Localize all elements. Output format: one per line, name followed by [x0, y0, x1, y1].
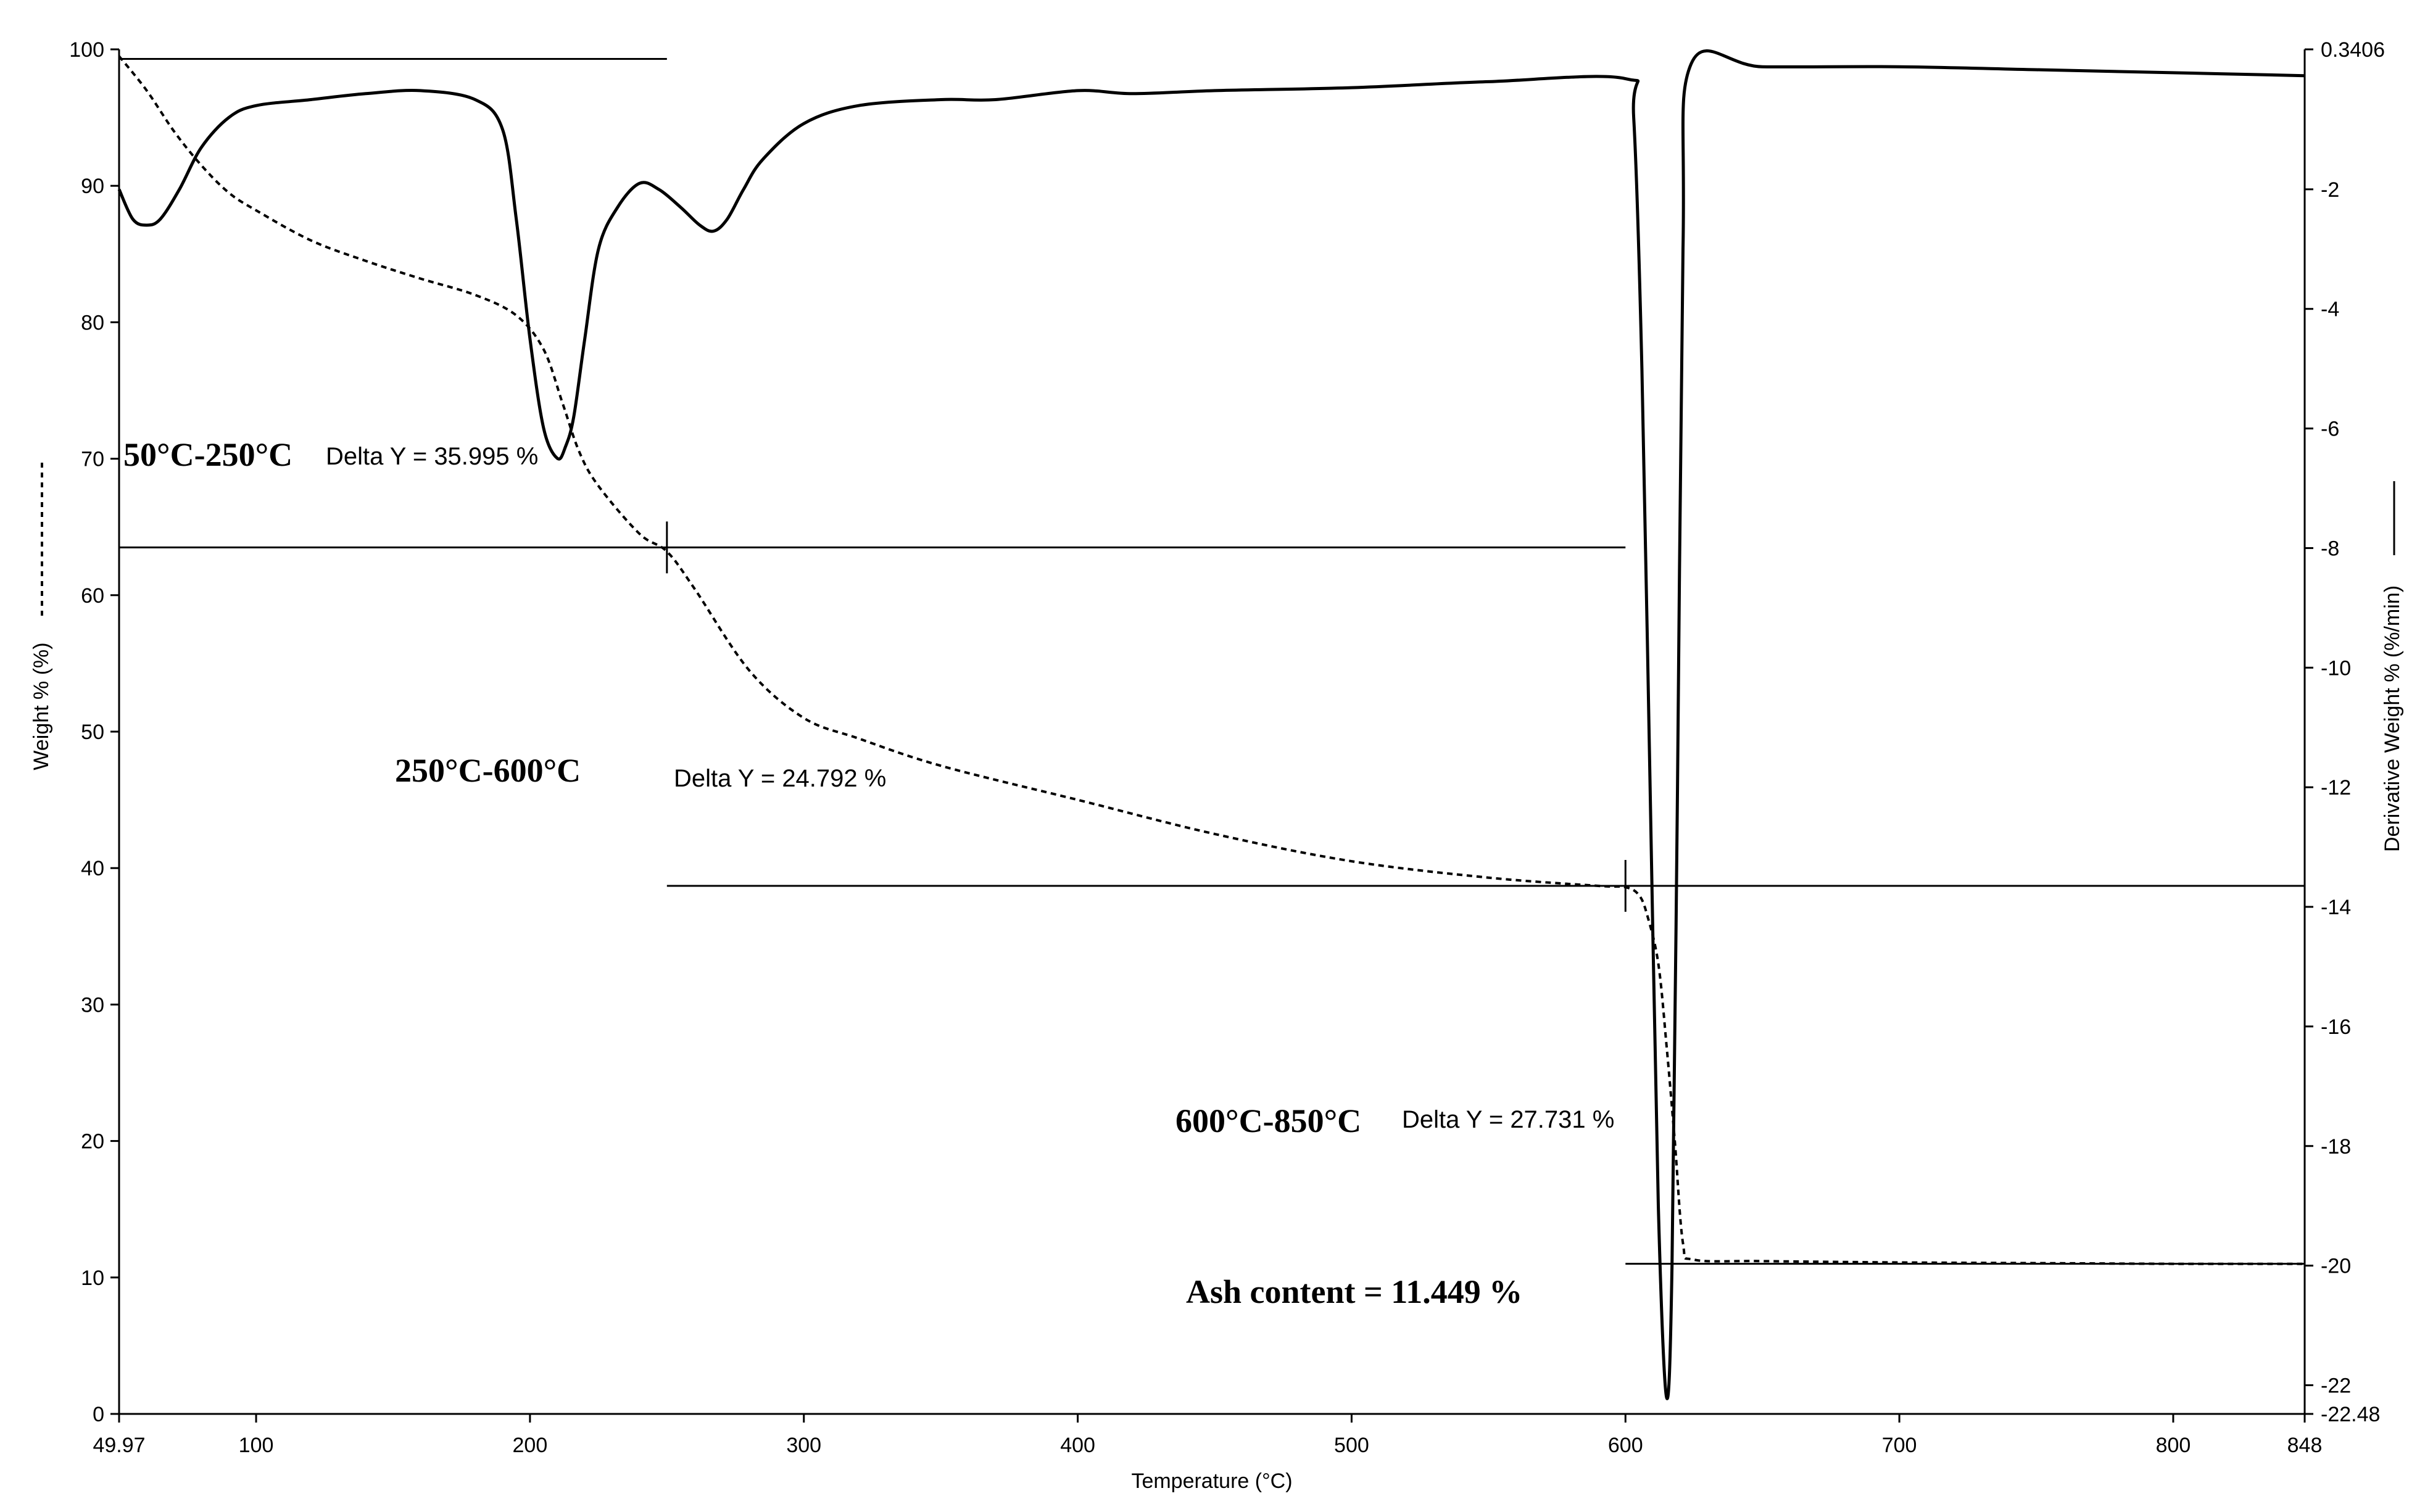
- y-left-tick-label: 30: [81, 993, 104, 1017]
- axes-group: [118, 49, 2306, 1415]
- x-tick-label: 49.97: [93, 1434, 145, 1457]
- delta-label-3: Delta Y = 27.731 %: [1402, 1106, 1614, 1133]
- y-right-ticks-group: 0.3406 -2 -4 -6 -8 -10 -12 -14 -16 -18 -20 -22 -22.4…: [2305, 38, 2385, 1426]
- x-axis-title: Temperature (°C): [1131, 1469, 1292, 1493]
- ash-content-label: Ash content = 11.449 %: [1186, 1273, 1522, 1310]
- y-left-tick-label: 70: [81, 448, 104, 471]
- x-tick-label: 800: [2156, 1434, 2191, 1457]
- y-left-axis-title: Weight % (%): [30, 642, 53, 770]
- y-left-ticks-group: 0 10 20 30 40 50 60 70 80 90 100: [69, 38, 119, 1426]
- x-tick-label: 600: [1608, 1434, 1643, 1457]
- x-tick-label: 200: [513, 1434, 548, 1457]
- y-right-tick-label: -8: [2321, 537, 2339, 560]
- x-tick-label: 700: [1882, 1434, 1917, 1457]
- x-tick-label: 848: [2287, 1434, 2323, 1457]
- x-ticks-group: 49.97 100 200 300 400 500 600 700 800 848: [93, 1414, 2322, 1457]
- y-right-tick-label: -16: [2321, 1015, 2351, 1039]
- x-tick-label: 400: [1060, 1434, 1095, 1457]
- x-tick-label: 300: [786, 1434, 821, 1457]
- y-left-tick-label: 40: [81, 857, 104, 880]
- y-left-tick-label: 20: [81, 1130, 104, 1154]
- y-right-tick-label: -22.48: [2321, 1403, 2380, 1426]
- y-right-tick-label: -14: [2321, 896, 2351, 919]
- y-left-tick-label: 0: [93, 1403, 104, 1426]
- y-right-tick-label: -4: [2321, 298, 2339, 321]
- y-right-tick-label: -20: [2321, 1255, 2351, 1278]
- x-tick-label: 100: [239, 1434, 274, 1457]
- derivative-weight-line: [117, 49, 2305, 1400]
- step-lines-group: [119, 57, 2305, 1265]
- y-left-tick-label: 90: [81, 175, 104, 198]
- series-group: [117, 49, 2305, 1400]
- y-right-tick-label: -2: [2321, 178, 2339, 202]
- y-left-tick-label: 80: [81, 311, 104, 334]
- region-label-2: 250°C-600°C: [395, 752, 581, 789]
- y-right-tick-label: -22: [2321, 1374, 2351, 1397]
- weight-percent-line: [118, 55, 2305, 1265]
- y-left-tick-label: 100: [69, 38, 104, 62]
- y-left-tick-label: 60: [81, 584, 104, 608]
- y-right-tick-label: -12: [2321, 776, 2351, 799]
- delta-label-2: Delta Y = 24.792 %: [674, 765, 886, 792]
- y-right-tick-label: 0.3406: [2321, 38, 2385, 62]
- region-label-3: 600°C-850°C: [1175, 1102, 1361, 1139]
- y-left-tick-label: 10: [81, 1266, 104, 1290]
- y-right-axis-title: Derivative Weight % (%/min): [2381, 585, 2404, 852]
- region-label-1: 50°C-250°C: [123, 436, 292, 473]
- y-left-tick-label: 50: [81, 721, 104, 744]
- y-right-tick-label: -18: [2321, 1135, 2351, 1159]
- delta-label-1: Delta Y = 35.995 %: [326, 443, 538, 470]
- y-right-tick-label: -6: [2321, 418, 2339, 441]
- y-right-tick-label: -10: [2321, 656, 2351, 680]
- x-tick-label: 500: [1334, 1434, 1369, 1457]
